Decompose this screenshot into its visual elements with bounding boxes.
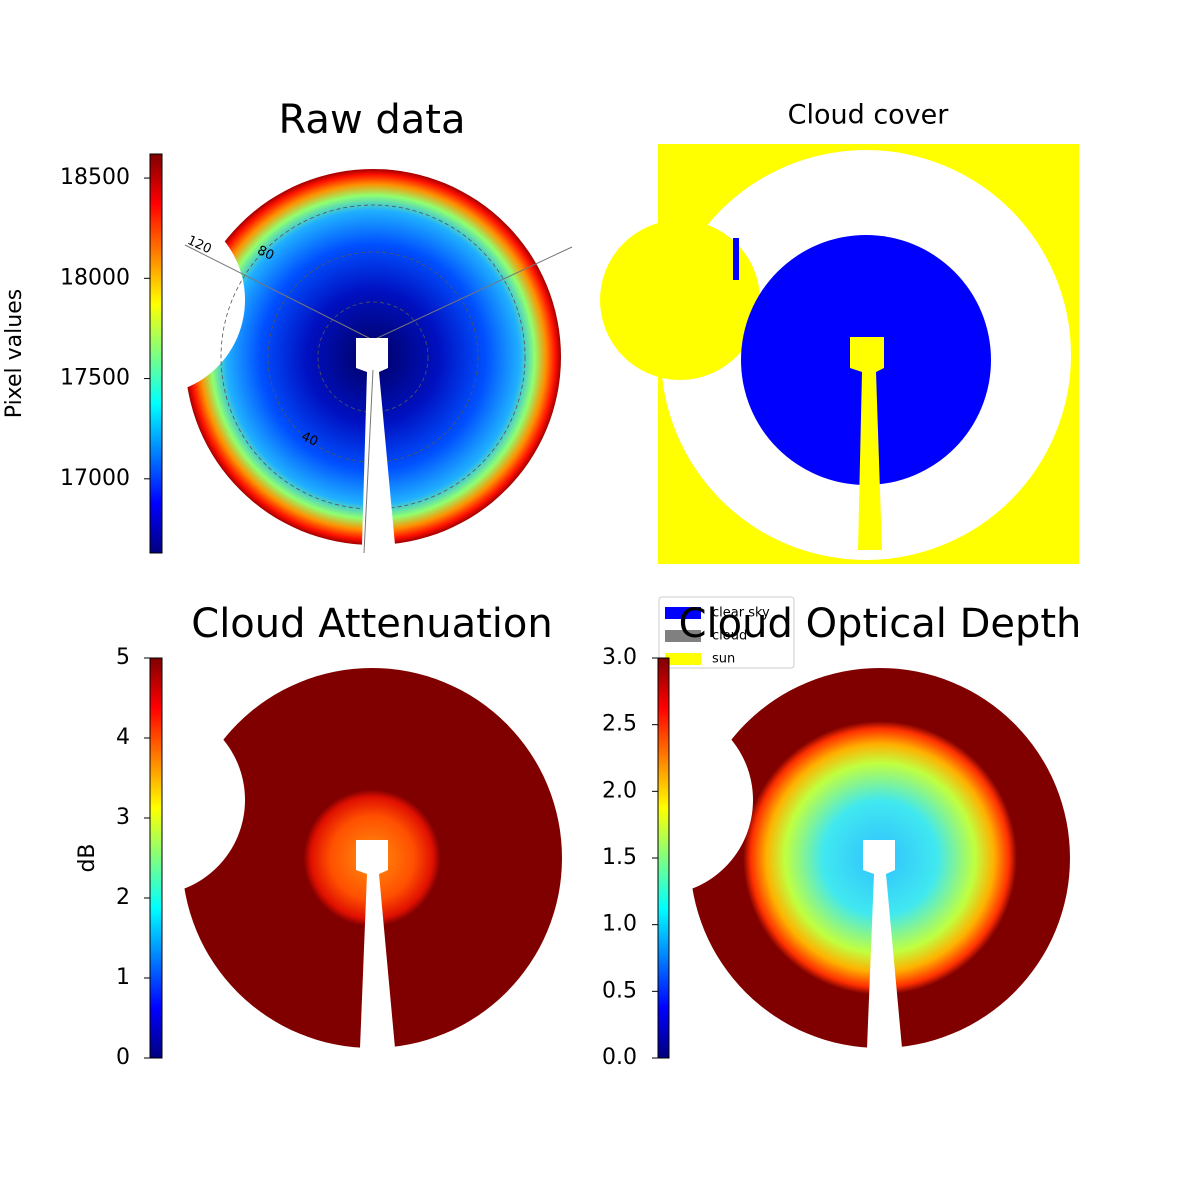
colorbar-label: dB <box>75 843 100 872</box>
colorbar-tick-label: 18500 <box>60 165 130 190</box>
colorbar-tick-label: 2.5 <box>602 712 637 737</box>
colorbar-label: Pixel values <box>2 289 27 418</box>
legend-swatch <box>665 653 701 665</box>
optical-depth-image <box>563 668 1070 1048</box>
legend-swatch <box>665 630 701 642</box>
colorbar-tick-label: 5 <box>116 645 130 670</box>
colorbar-tick-label: 1.5 <box>602 845 637 870</box>
colorbar-tick-label: 3 <box>116 805 130 830</box>
colorbar <box>149 657 163 1059</box>
colorbar <box>149 153 163 554</box>
colorbar-tick-label: 2 <box>116 885 130 910</box>
colorbar-tick-label: 17000 <box>60 466 130 491</box>
legend-swatch <box>665 607 701 619</box>
legend-label: clear sky <box>712 606 770 621</box>
colorbar-tick-label: 0.0 <box>602 1045 637 1070</box>
colorbar-tick-label: 0.5 <box>602 978 637 1003</box>
panel-title: Cloud cover <box>788 100 950 131</box>
legend-label: sun <box>712 652 735 667</box>
legend-label: cloud <box>712 629 747 644</box>
colorbar-tick-label: 18000 <box>60 265 130 290</box>
panel-title: Cloud Optical Depth <box>679 601 1082 647</box>
colorbar-tick-label: 17500 <box>60 366 130 391</box>
panel-title: Raw data <box>279 97 466 143</box>
polar-label: 80 <box>255 243 276 264</box>
attenuation-image <box>55 668 562 1048</box>
colorbar-tick-label: 4 <box>116 725 130 750</box>
colorbar-tick-label: 1 <box>116 965 130 990</box>
colorbar-tick-label: 0 <box>116 1045 130 1070</box>
colorbar-tick-label: 1.0 <box>602 912 637 937</box>
colorbar-tick-label: 3.0 <box>602 645 637 670</box>
colorbar <box>657 657 670 1059</box>
polar-label: 40 <box>299 429 320 450</box>
colorbar-tick-label: 2.0 <box>602 778 637 803</box>
cloud-cover-image <box>600 144 1079 564</box>
panel-title: Cloud Attenuation <box>191 601 552 647</box>
raw-image <box>55 169 573 554</box>
